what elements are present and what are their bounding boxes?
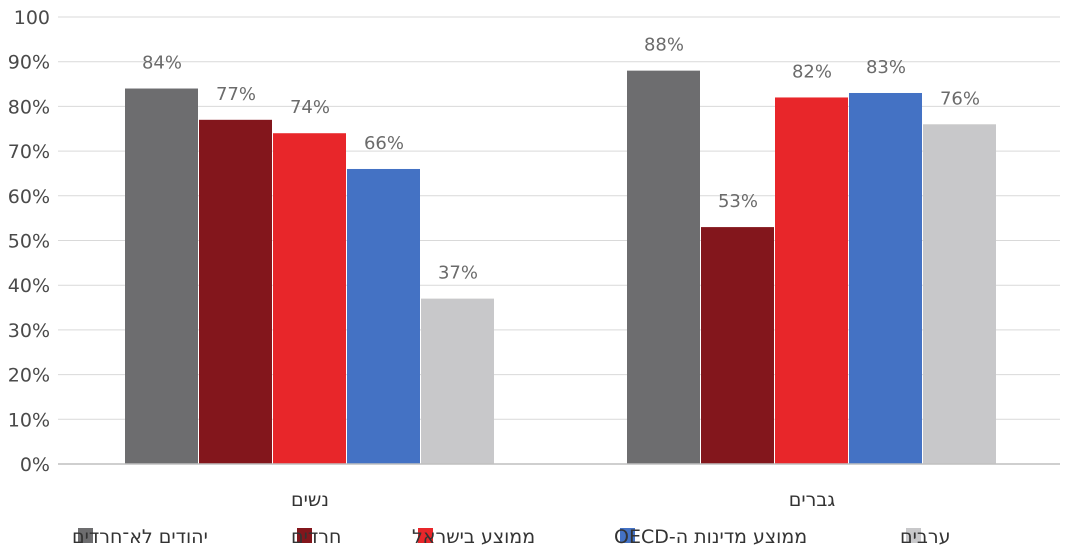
data-label: 84%	[142, 53, 182, 74]
data-label: 76%	[940, 88, 980, 109]
y-tick-label: 20%	[8, 365, 50, 387]
y-axis-ticks: 0% 10% 20% 30% 40% 50% 60% 70% 80% 90% 100	[8, 7, 50, 476]
category-label: נשים	[291, 489, 329, 511]
y-tick-label: 0%	[20, 454, 50, 476]
bar	[199, 119, 272, 464]
y-tick-label: 30%	[8, 320, 50, 342]
legend-label: ממוצע מדינות ה-OECD	[614, 526, 807, 548]
y-tick-label: 10%	[8, 409, 50, 431]
bar	[421, 298, 494, 464]
legend-label: ממוצע בישראל	[412, 526, 535, 548]
data-labels: 84% 77% 74% 66% 37% 88% 53% 82% 83% 76%	[142, 35, 980, 284]
legend-swatch	[78, 528, 93, 543]
bar	[273, 133, 346, 464]
legend-swatch	[297, 528, 312, 543]
data-label: 88%	[644, 35, 684, 56]
bar	[347, 168, 420, 465]
bar	[775, 97, 848, 465]
data-label: 83%	[866, 57, 906, 78]
y-tick-label: 60%	[8, 186, 50, 208]
y-tick-label: 100	[14, 7, 50, 29]
bar	[849, 92, 922, 465]
legend-label: יהודים לא־חרדים	[72, 526, 208, 548]
data-label: 66%	[364, 133, 404, 154]
bar	[125, 88, 198, 465]
y-tick-label: 90%	[8, 52, 50, 74]
data-label: 77%	[216, 84, 256, 105]
legend-swatch	[620, 528, 635, 543]
category-label: גברים	[789, 489, 836, 511]
data-label: 37%	[438, 263, 478, 284]
data-label: 74%	[290, 97, 330, 118]
y-tick-label: 40%	[8, 275, 50, 297]
legend-label: ערבים	[900, 526, 950, 548]
y-tick-label: 70%	[8, 141, 50, 163]
legend-label: חרדים	[291, 526, 341, 548]
data-label: 82%	[792, 61, 832, 82]
bar	[701, 227, 774, 464]
data-label: 53%	[718, 191, 758, 212]
y-tick-label: 50%	[8, 231, 50, 253]
y-tick-label: 80%	[8, 96, 50, 118]
legend: יהודים לא־חרדים חרדים ממוצע בישראל ממוצע מד…	[72, 526, 950, 548]
legend-swatch	[418, 528, 433, 543]
legend-swatch	[906, 528, 921, 543]
bar	[923, 124, 996, 464]
bars	[125, 70, 996, 465]
category-labels: נשים גברים	[291, 489, 835, 511]
bar	[627, 70, 700, 464]
